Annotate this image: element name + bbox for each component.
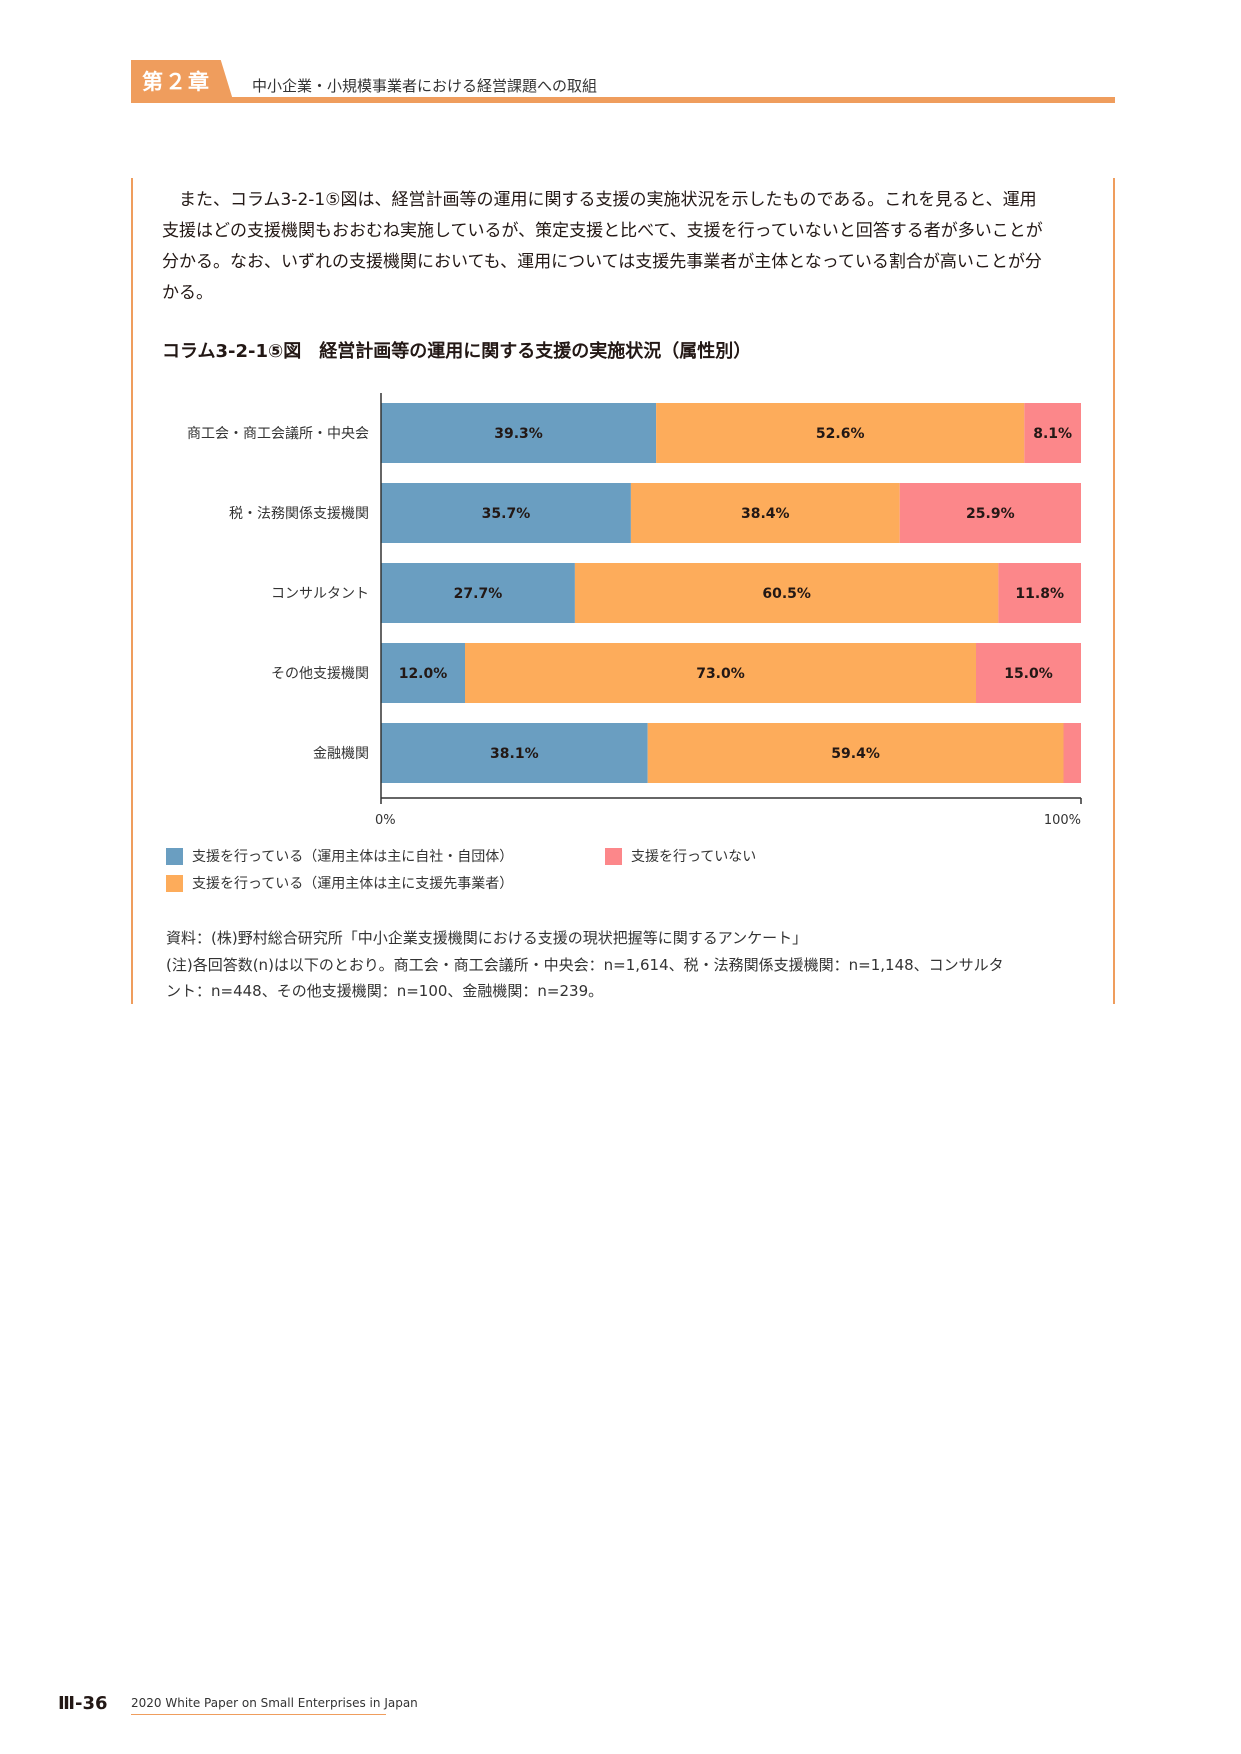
note-line-2: ント：n=448、その他支援機関：n=100、金融機関：n=239。: [166, 982, 604, 1000]
bar-segment: [1063, 723, 1081, 783]
chapter-tab: [131, 60, 233, 100]
bar-segment: [381, 403, 657, 463]
body-line-1: また、コラム3-2-1⑤図は、経営計画等の運用に関する支援の実施状況を示したもの…: [162, 190, 1037, 210]
bar-segment: [899, 483, 1081, 543]
data-label: 27.7%: [454, 586, 503, 602]
bar-segment: [1024, 403, 1081, 463]
frame-right-line: [1113, 178, 1115, 1004]
stacked-bar-chart: 商工会・商工会議所・中央会 39.3% 52.6% 8.1% 税・法務関係支援機関 35.…: [187, 393, 1082, 828]
bar-segment: [381, 483, 631, 543]
data-label: 15.0%: [1004, 666, 1053, 682]
data-label: 38.4%: [741, 506, 790, 522]
legend-item-self: 支援を行っている（運用主体は主に自社・自団体）: [166, 846, 513, 866]
data-label: 8.1%: [1033, 426, 1072, 442]
data-label: 52.6%: [816, 426, 865, 442]
data-label: 11.8%: [1015, 586, 1064, 602]
footer-publication: 2020 White Paper on Small Enterprises in…: [131, 1696, 418, 1710]
body-line-3: 分かる。なお、いずれの支援機関においても、運用については支援先事業者が主体となっ…: [162, 252, 1042, 272]
category-label: コンサルタント: [271, 586, 369, 602]
legend-item-none: 支援を行っていない: [605, 846, 756, 866]
data-label: 25.9%: [966, 506, 1015, 522]
bar-segment: [630, 483, 900, 543]
legend-item-client: 支援を行っている（運用主体は主に支援先事業者）: [166, 873, 513, 893]
data-label: 38.1%: [490, 746, 539, 762]
legend-label-client: 支援を行っている（運用主体は主に支援先事業者）: [192, 876, 514, 892]
header-title: 中小企業・小規模事業者における経営課題への取組: [252, 77, 598, 95]
bar-segment: [381, 723, 648, 783]
data-label: 35.7%: [482, 506, 531, 522]
bar-segment: [998, 563, 1081, 623]
legend-swatch-none: [605, 847, 622, 865]
bar-segment: [976, 643, 1081, 703]
category-label: 税・法務関係支援機関: [229, 506, 369, 522]
source-note: 資料：(株)野村総合研究所「中小企業支援機関における支援の現状把握等に関するアン…: [166, 929, 808, 947]
bar-segment: [574, 563, 999, 623]
legend-label-none: 支援を行っていない: [631, 849, 757, 865]
legend-label-self: 支援を行っている（運用主体は主に自社・自団体）: [192, 849, 514, 865]
data-label: 73.0%: [696, 666, 745, 682]
body-line-2: 支援はどの支援機関もおおむね実施しているが、策定支援と比べて、支援を行っていない…: [162, 221, 1043, 241]
bar-segment: [465, 643, 976, 703]
data-label: 39.3%: [494, 426, 543, 442]
data-label: 12.0%: [399, 666, 448, 682]
category-label: その他支援機関: [271, 666, 369, 682]
header-rule: [131, 97, 1115, 103]
legend-swatch-self: [166, 847, 183, 865]
bar-segment: [647, 723, 1064, 783]
category-label: 商工会・商工会議所・中央会: [187, 425, 369, 442]
bar-segment: [656, 403, 1025, 463]
note-line-1: (注)各回答数(n)は以下のとおり。商工会・商工会議所・中央会：n=1,614、…: [166, 956, 1004, 974]
body-line-4: かる。: [162, 283, 213, 303]
page-number: Ⅲ-36: [58, 1693, 108, 1714]
figure-title: コラム3-2-1⑤図 経営計画等の運用に関する支援の実施状況（属性別）: [162, 341, 752, 362]
category-label: 金融機関: [313, 746, 369, 762]
chapter-label: 第２章: [142, 70, 211, 94]
x-tick-label: 0%: [375, 813, 396, 828]
data-label: 60.5%: [762, 586, 811, 602]
footer-rule: [131, 1714, 386, 1715]
frame-left-line: [131, 178, 133, 1004]
bar-segment: [381, 563, 575, 623]
data-label: 59.4%: [831, 746, 880, 762]
legend-swatch-client: [166, 874, 183, 892]
bar-segment: [381, 643, 465, 703]
x-tick-label: 100%: [1044, 813, 1081, 828]
